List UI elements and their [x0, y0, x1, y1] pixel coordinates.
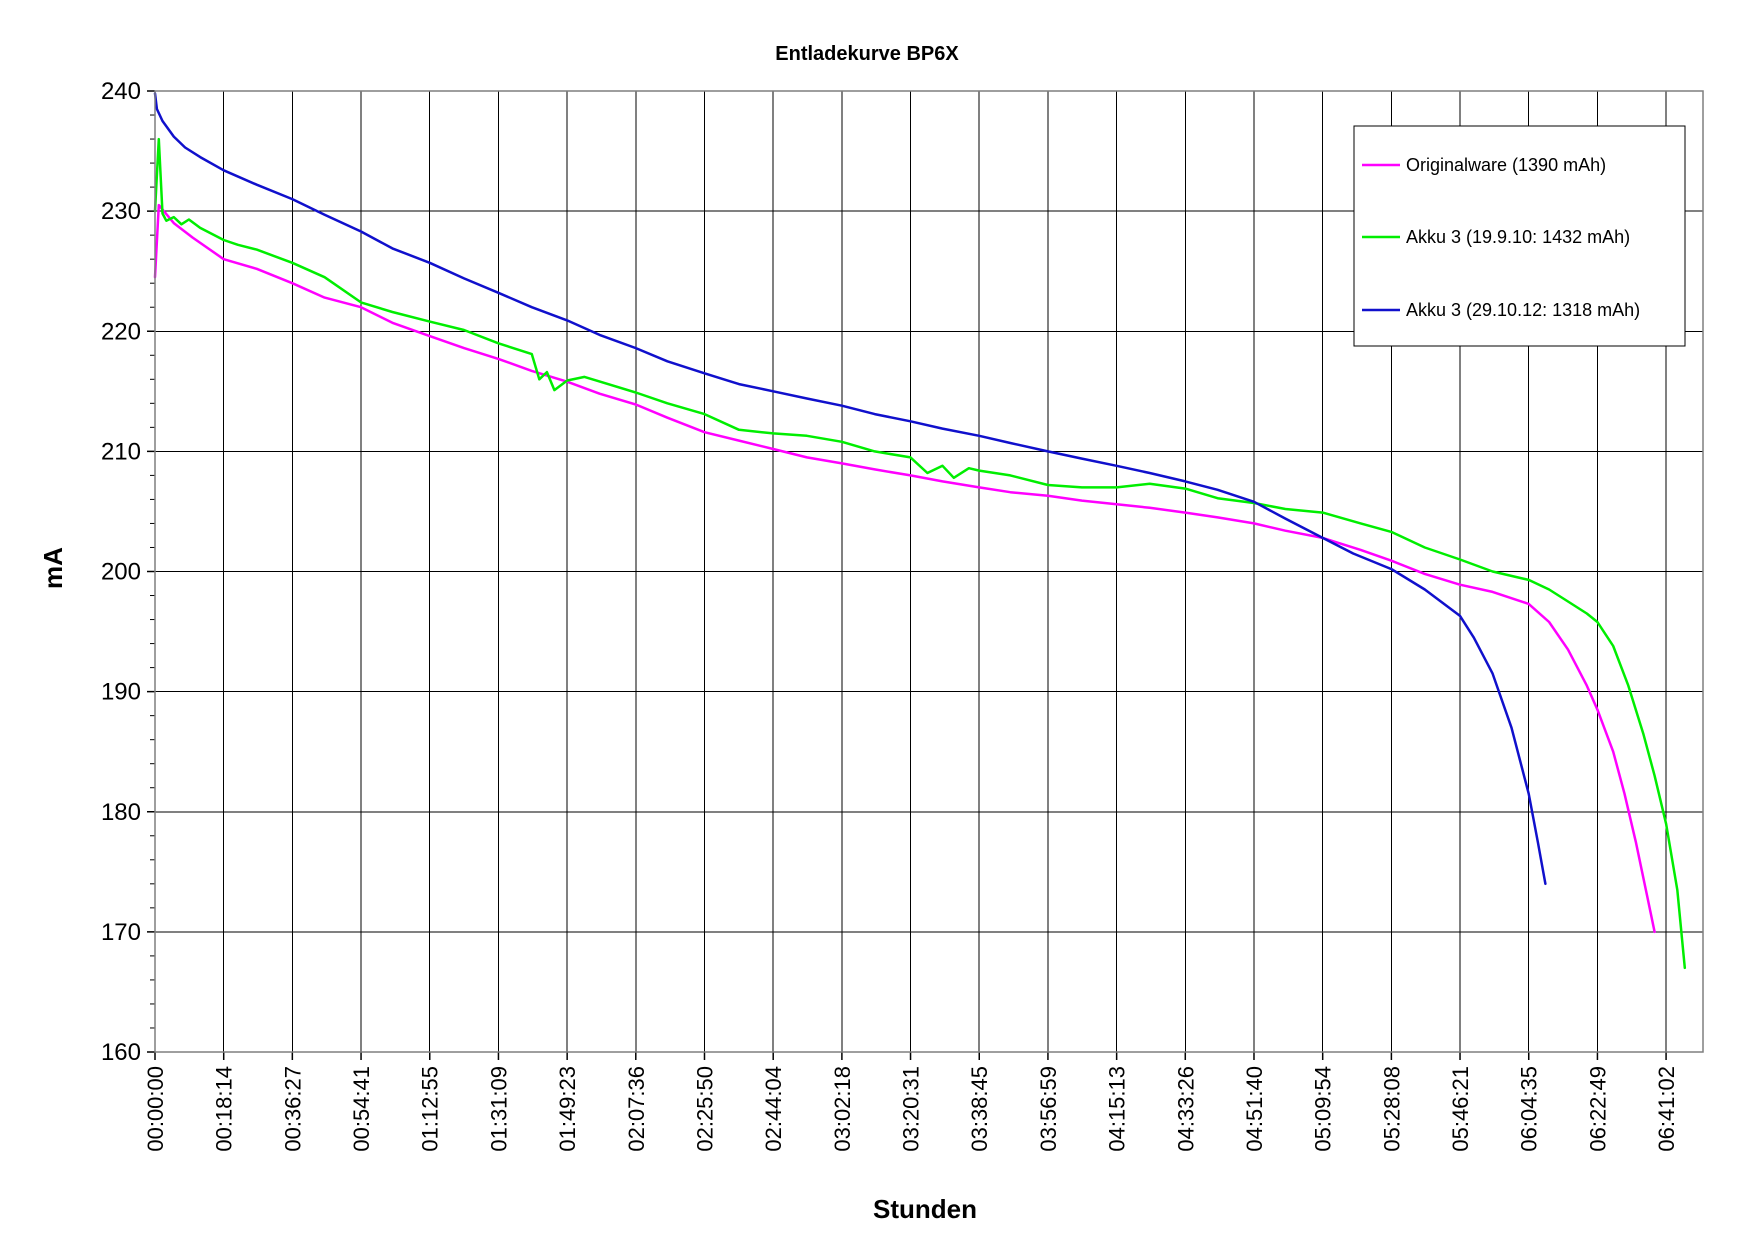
- y-tick-label: 200: [101, 559, 141, 586]
- y-tick-label: 220: [101, 318, 141, 345]
- x-tick-label: 06:04:35: [1517, 1066, 1542, 1152]
- grid-lines: [154, 90, 1703, 1053]
- x-tick-label: 01:31:09: [486, 1066, 511, 1152]
- x-tick-label: 05:09:54: [1311, 1066, 1336, 1152]
- x-tick-label: 06:22:49: [1585, 1066, 1610, 1152]
- series-layer: [153, 92, 1687, 970]
- legend-label-akku3-2012: Akku 3 (29.10.12: 1318 mAh): [1406, 300, 1640, 320]
- y-tick-label: 240: [101, 78, 141, 105]
- x-tick-label: 02:44:04: [761, 1066, 786, 1152]
- series-line-1: [153, 137, 1687, 970]
- x-tick-label: 01:49:23: [555, 1066, 580, 1152]
- x-tick-label: 03:02:18: [830, 1066, 855, 1152]
- x-tick-label: 04:33:26: [1173, 1066, 1198, 1152]
- x-tick-label: 05:46:21: [1448, 1066, 1473, 1152]
- x-tick-label: 00:54:41: [349, 1066, 374, 1152]
- x-tick-label: 02:25:50: [692, 1066, 717, 1152]
- y-axis-ticks: 160 170 180 190 200 210 220 230 240: [101, 78, 155, 1066]
- x-tick-label: 01:12:55: [418, 1066, 443, 1152]
- x-tick-label: 02:07:36: [624, 1066, 649, 1152]
- x-tick-label: 00:36:27: [280, 1066, 305, 1152]
- x-tick-label: 04:15:13: [1105, 1066, 1130, 1152]
- chart-title: Entladekurve BP6X: [775, 43, 959, 65]
- y-tick-label: 190: [101, 679, 141, 706]
- x-tick-label: 06:41:02: [1654, 1066, 1679, 1152]
- x-tick-label: 03:56:59: [1036, 1066, 1061, 1152]
- series-line-2: [153, 92, 1547, 886]
- y-tick-label: 170: [101, 919, 141, 946]
- y-tick-label: 180: [101, 799, 141, 826]
- legend-label-akku3-2010: Akku 3 (19.9.10: 1432 mAh): [1406, 227, 1630, 247]
- legend-label-originalware: Originalware (1390 mAh): [1406, 155, 1606, 175]
- legend: Originalware (1390 mAh) Akku 3 (19.9.10:…: [1353, 125, 1686, 347]
- x-tick-label: 03:20:31: [899, 1066, 924, 1152]
- series-line-0: [153, 203, 1656, 934]
- y-tick-label: 160: [101, 1039, 141, 1066]
- plot-area-frame: [154, 90, 1704, 1053]
- x-tick-label: 04:51:40: [1242, 1066, 1267, 1152]
- x-tick-label: 05:28:08: [1379, 1066, 1404, 1152]
- x-tick-label: 00:18:14: [212, 1066, 237, 1152]
- x-axis-title: Stunden: [873, 1194, 977, 1224]
- y-tick-label: 230: [101, 198, 141, 225]
- legend-box: [1353, 125, 1686, 347]
- x-axis-ticks: 00:00:00 00:18:14 00:36:27 00:54:41 01:12:55…: [143, 1052, 1679, 1152]
- y-tick-label: 210: [101, 438, 141, 465]
- x-tick-label: 00:00:00: [143, 1066, 168, 1152]
- x-tick-label: 03:38:45: [967, 1066, 992, 1152]
- y-axis-title: mA: [38, 547, 68, 589]
